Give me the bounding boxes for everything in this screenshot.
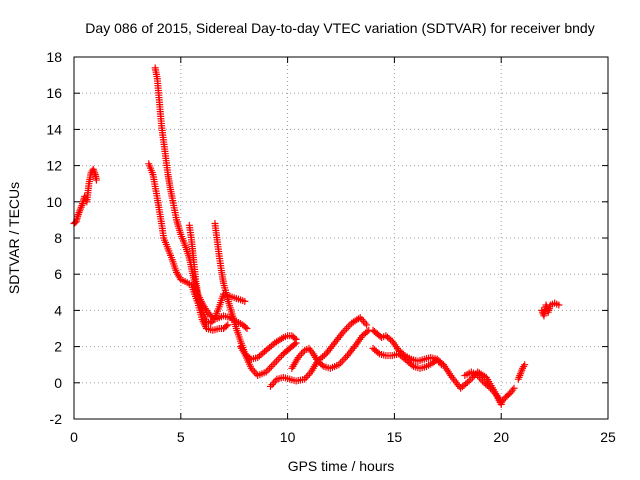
x-axis-title: GPS time / hours: [288, 458, 395, 474]
data-point: [521, 361, 529, 369]
data-point: [269, 361, 277, 369]
data-point: [467, 375, 475, 383]
data-point: [267, 363, 275, 371]
data-point: [268, 381, 276, 389]
data-point: [363, 328, 371, 336]
data-point: [291, 340, 299, 348]
series-track-10: [369, 344, 505, 409]
data-point: [374, 348, 382, 356]
data-point: [222, 322, 230, 330]
x-tick-label: 0: [70, 429, 78, 445]
series-track-6: [237, 332, 300, 363]
data-point: [274, 355, 282, 363]
series-track-1: [70, 165, 100, 228]
data-point: [344, 323, 352, 331]
x-tick-label: 20: [493, 429, 509, 445]
y-tick-label: 6: [54, 266, 62, 282]
series-track-12: [514, 361, 529, 383]
data-point: [224, 321, 232, 329]
data-points: [70, 64, 563, 409]
chart-title: Day 086 of 2015, Sidereal Day-to-day VTE…: [85, 20, 594, 36]
y-tick-label: 8: [54, 230, 62, 246]
series-track-13: [538, 299, 563, 320]
data-point: [304, 372, 312, 380]
y-tick-label: 14: [46, 121, 62, 137]
data-point: [291, 334, 299, 342]
data-point: [510, 384, 518, 392]
data-point: [485, 383, 493, 391]
data-point: [271, 359, 279, 367]
data-point: [297, 350, 305, 358]
data-point: [92, 176, 100, 184]
y-tick-label: 0: [54, 375, 62, 391]
data-point: [320, 351, 328, 359]
series-track-3: [151, 64, 249, 327]
y-tick-labels: -2 0 2 4 6 8 10 12 14 16 18: [46, 49, 62, 427]
data-point: [272, 357, 280, 365]
data-point: [292, 335, 300, 343]
data-point: [241, 297, 249, 305]
data-point: [318, 361, 326, 369]
series-track-7: [267, 314, 371, 390]
data-point: [246, 354, 254, 362]
y-tick-label: 2: [54, 339, 62, 355]
y-tick-label: 18: [46, 49, 62, 65]
data-point: [463, 378, 471, 386]
data-point: [243, 325, 251, 332]
data-point: [278, 335, 286, 343]
data-point: [343, 325, 351, 332]
data-point: [266, 364, 274, 372]
x-tick-label: 15: [387, 429, 403, 445]
data-point: [363, 321, 371, 329]
y-axis-title: SDTVAR / TECUs: [6, 182, 22, 294]
data-point: [355, 315, 363, 323]
data-point: [341, 326, 349, 334]
data-point: [408, 361, 416, 369]
x-tick-labels: 0 5 10 15 20 25: [70, 429, 616, 445]
data-point: [242, 323, 250, 331]
y-tick-label: 10: [46, 194, 62, 210]
series-track-11: [461, 368, 518, 407]
data-point: [358, 315, 366, 323]
data-point: [361, 319, 369, 327]
data-point: [270, 379, 278, 387]
data-point: [338, 357, 346, 365]
y-tick-label: 16: [46, 85, 62, 101]
axis-ticks: [73, 56, 609, 420]
x-tick-label: 10: [280, 429, 296, 445]
data-point: [276, 353, 284, 361]
data-point: [342, 353, 350, 361]
y-tick-label: 4: [54, 302, 62, 318]
data-point: [555, 301, 563, 309]
series-track-2: [145, 160, 232, 334]
y-tick-label: 12: [46, 158, 62, 174]
x-tick-label: 25: [600, 429, 616, 445]
x-tick-label: 5: [177, 429, 185, 445]
y-tick-label: -2: [50, 411, 63, 427]
data-point: [340, 355, 348, 363]
data-point: [267, 382, 275, 390]
series-track-8: [288, 326, 373, 372]
